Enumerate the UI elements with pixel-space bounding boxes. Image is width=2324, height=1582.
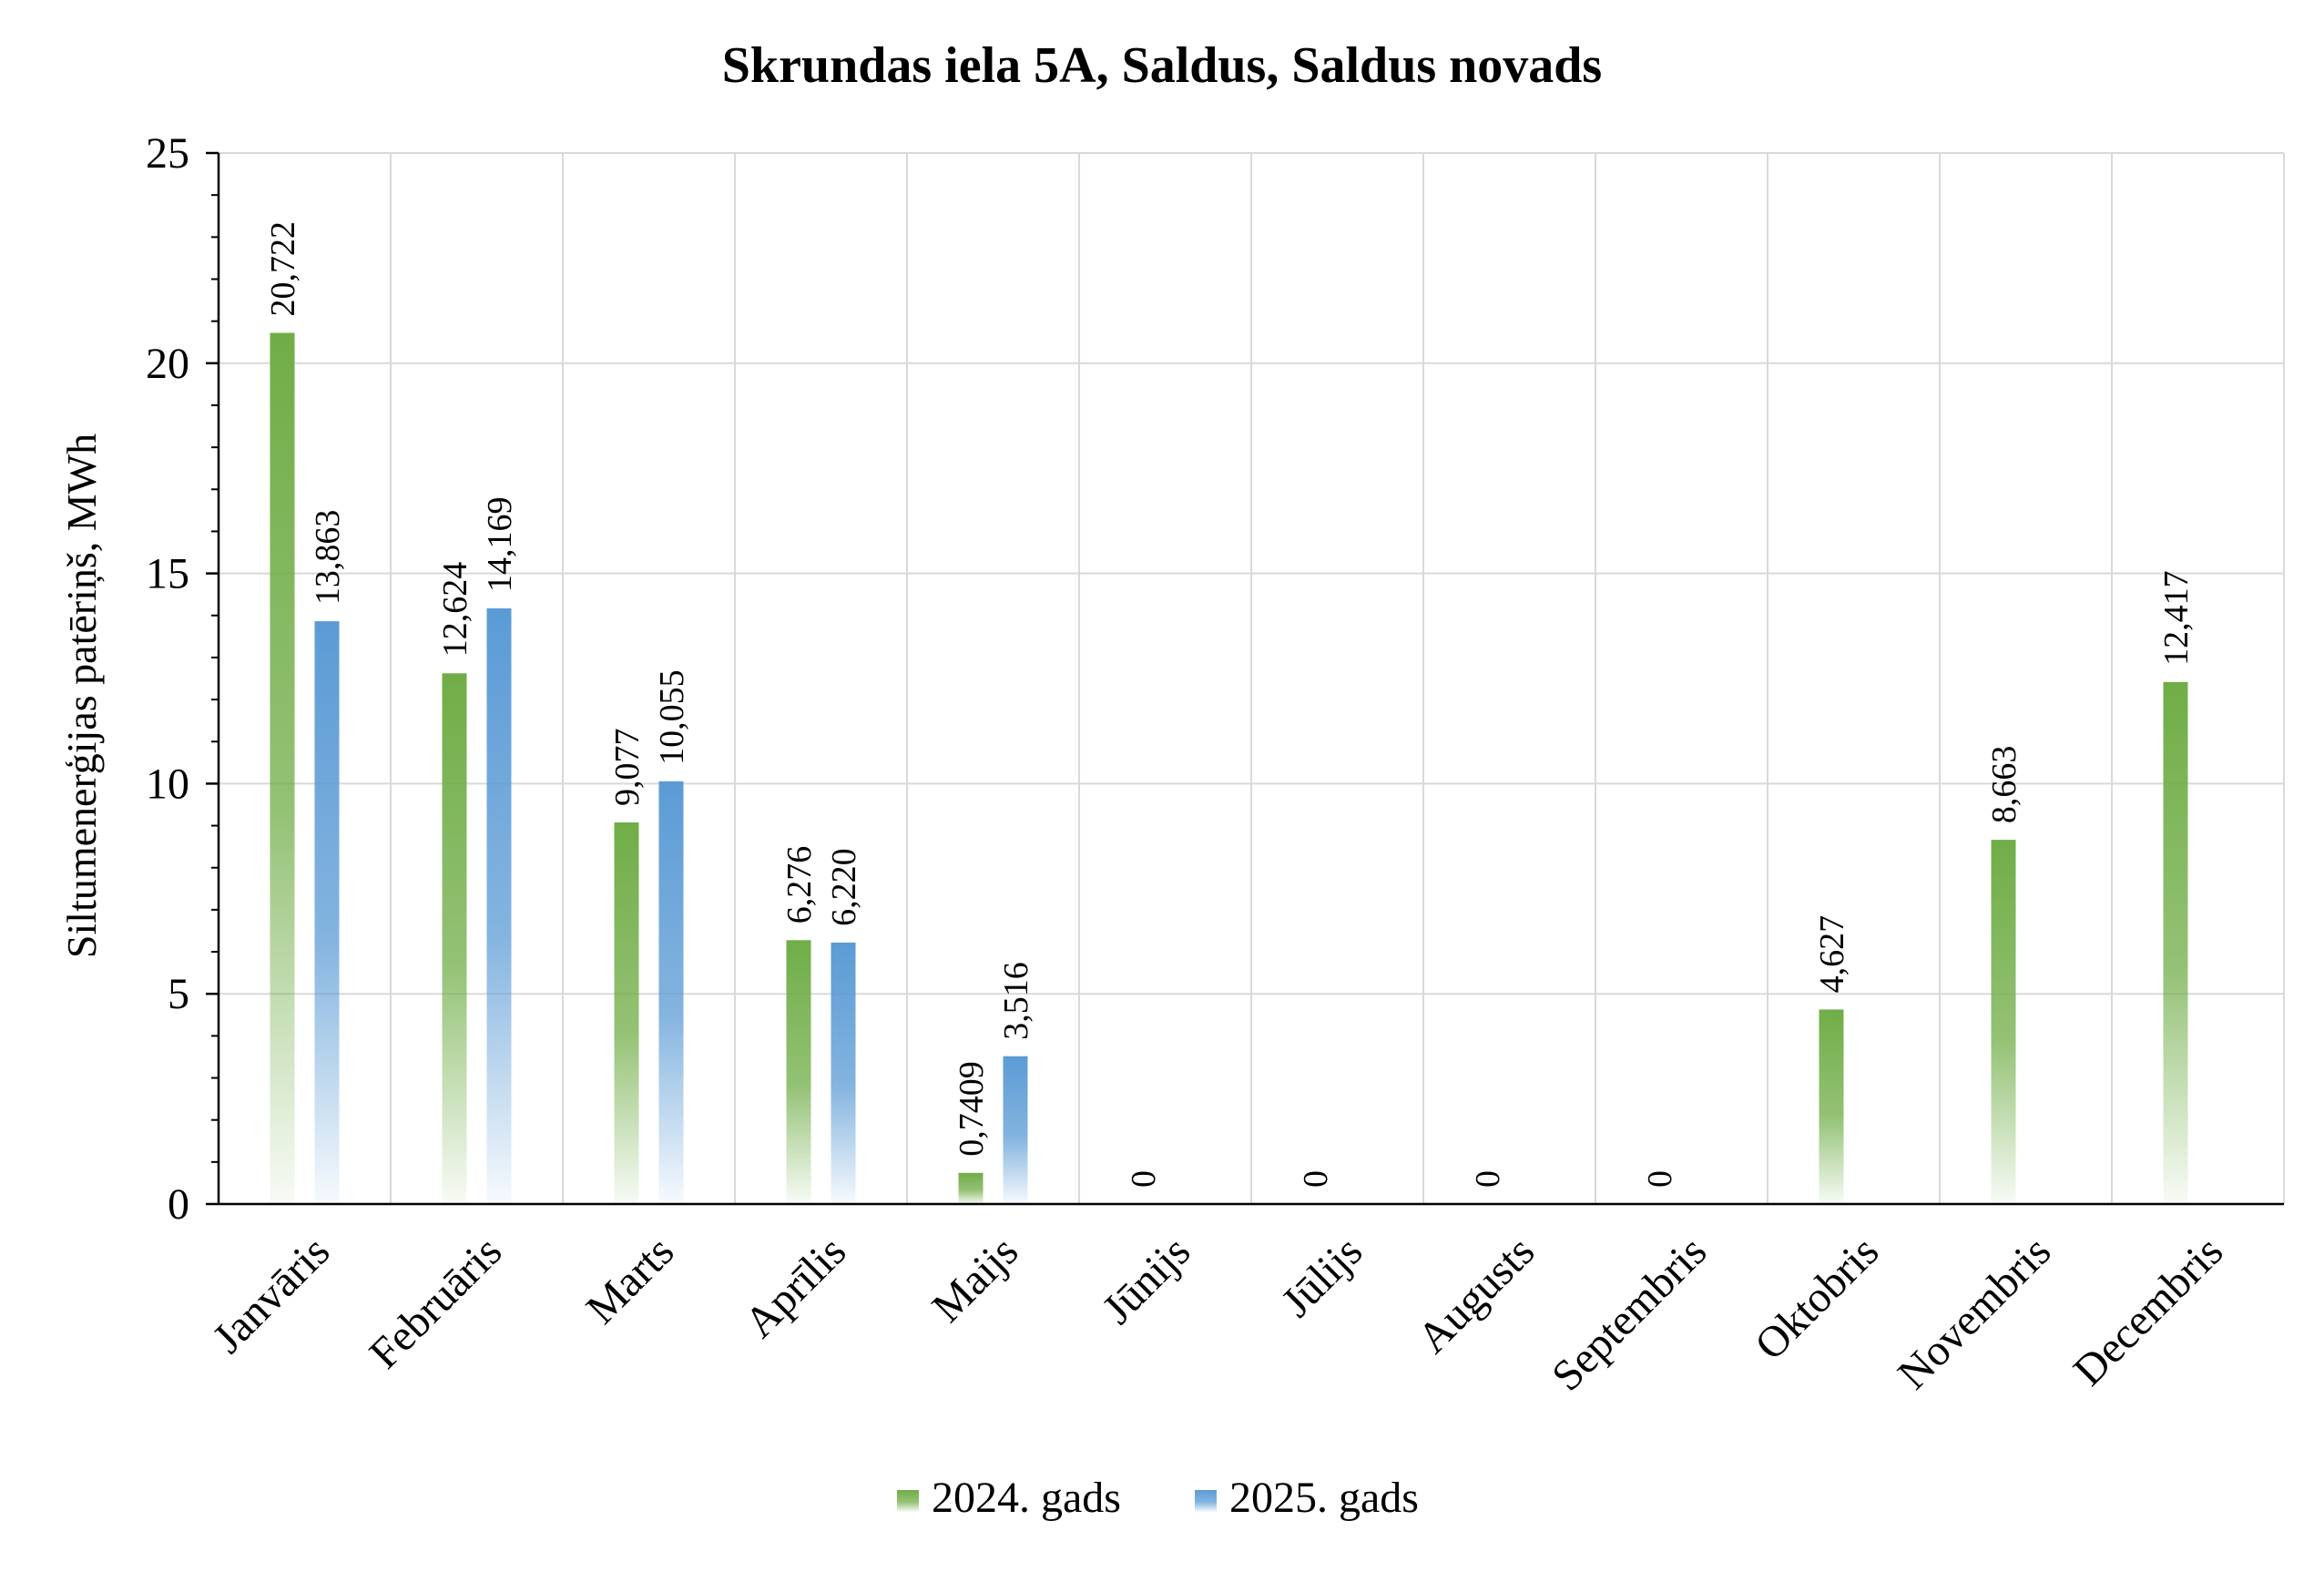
data-labels: 20,722 12,624 9,077 6,276 0,7409 0 0 0 0 4,627 8,6… [264, 221, 2196, 1188]
chart-title: Skrundas iela 5A, Saldus, Saldus novads [722, 37, 1602, 94]
y-tick-label: 10 [146, 760, 189, 808]
legend-swatch [1195, 1490, 1217, 1512]
x-tick-label: Jūnijs [1094, 1227, 1200, 1333]
x-tick-label: Oktobris [1746, 1227, 1888, 1369]
data-label: 6,220 [825, 848, 863, 926]
data-label: 0 [1125, 1170, 1163, 1188]
data-label: 12,624 [436, 562, 474, 658]
bar-series1-0 [270, 332, 295, 1204]
bar-series1-3 [786, 940, 811, 1204]
x-tick-label: Novembris [1889, 1227, 2060, 1398]
x-tick-label: Maijs [922, 1227, 1027, 1332]
y-tick-label: 15 [146, 550, 189, 598]
x-tick-label: Marts [577, 1227, 684, 1333]
legend: 2024. gads 2025. gads [897, 1474, 1419, 1522]
legend-swatch [897, 1490, 919, 1512]
data-label: 14,169 [481, 496, 519, 592]
data-label: 0 [1469, 1170, 1507, 1188]
y-tick-label: 25 [146, 129, 189, 178]
bar-series1-4 [958, 1172, 984, 1204]
data-label: 0,7409 [953, 1061, 991, 1157]
x-tick-label: Jūlijs [1272, 1227, 1371, 1326]
bar-series1-11 [2163, 681, 2188, 1204]
data-label: 9,077 [608, 729, 647, 807]
data-label: 0 [1297, 1170, 1335, 1188]
x-tick-label: Janvāris [204, 1227, 340, 1363]
bar-series2-3 [831, 942, 856, 1204]
x-tick-label: Septembris [1543, 1227, 1716, 1400]
gridlines [219, 152, 2285, 1204]
data-label: 6,276 [780, 846, 819, 924]
bar-series1-2 [614, 822, 639, 1204]
y-tick-label: 5 [168, 970, 189, 1018]
bar-series1-10 [1991, 840, 2016, 1204]
bar-series1-9 [1819, 1009, 1844, 1204]
data-label: 4,627 [1813, 915, 1851, 994]
x-tick-label: Aprīlis [736, 1227, 856, 1347]
x-tick-label: Februāris [361, 1227, 512, 1378]
data-label: 20,722 [264, 221, 302, 317]
legend-label: 2025. gads [1229, 1474, 1419, 1522]
data-label: 3,516 [997, 962, 1035, 1040]
y-tick-label: 0 [168, 1180, 189, 1229]
data-label: 0 [1641, 1170, 1679, 1188]
legend-label: 2024. gads [932, 1474, 1121, 1522]
x-tick-label: Augusts [1409, 1227, 1544, 1363]
bar-series2-0 [314, 621, 340, 1204]
y-axis-label: Siltumenerģijas patēriņš, MWh [58, 434, 105, 958]
x-tick-label: Decembris [2064, 1227, 2232, 1394]
bar-series1-1 [442, 673, 467, 1204]
data-label: 10,055 [653, 669, 691, 765]
bar-series2-1 [486, 607, 512, 1204]
data-label: 13,863 [309, 510, 347, 606]
bar-series2-4 [1003, 1056, 1028, 1204]
data-label: 12,417 [2157, 570, 2196, 666]
y-tick-label: 20 [146, 340, 189, 388]
bars [270, 332, 2188, 1204]
bar-series2-2 [658, 781, 684, 1204]
data-label: 8,663 [1985, 746, 2023, 824]
